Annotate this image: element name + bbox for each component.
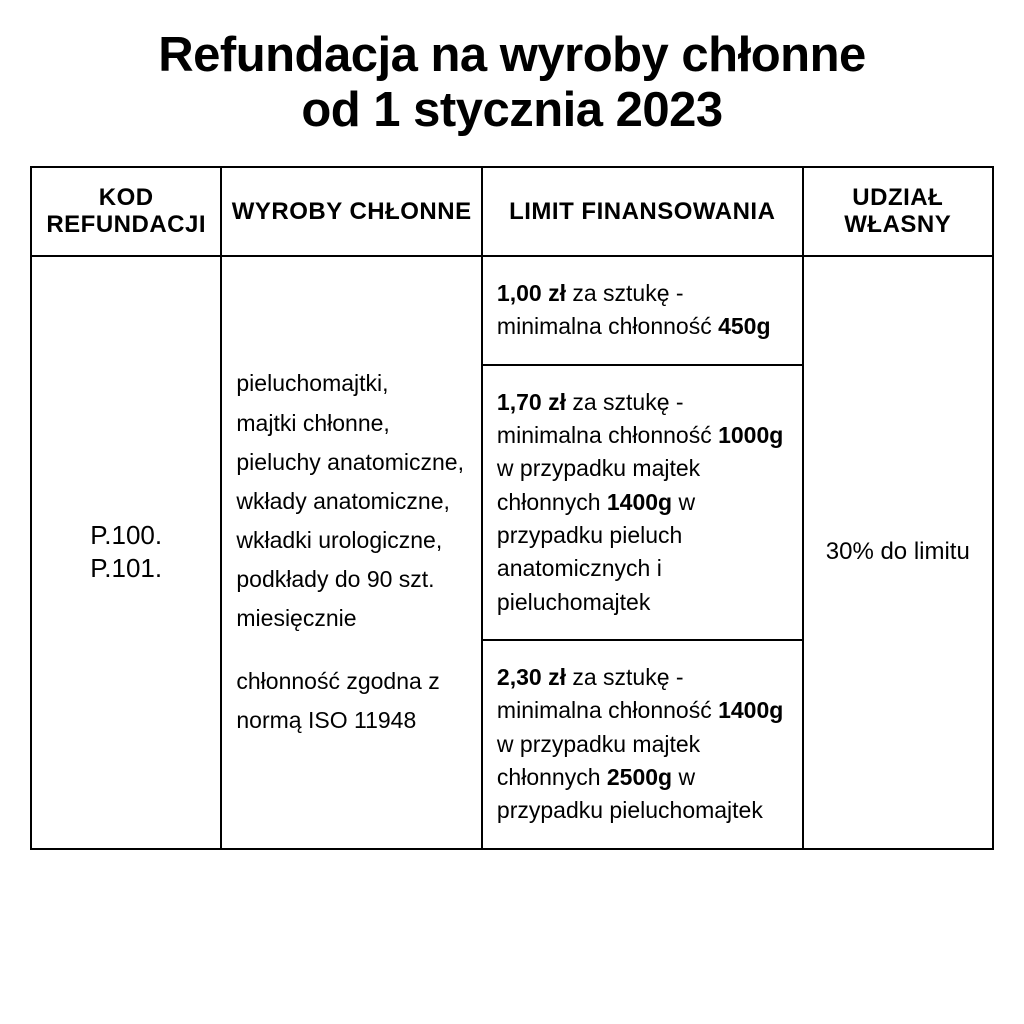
limit-absorb: 1400g (718, 697, 783, 723)
refund-table: KOD REFUNDACJI WYROBY CHŁONNE LIMIT FINA… (30, 166, 994, 850)
code-line-2: P.101. (90, 553, 162, 583)
limit-absorb: 1400g (607, 489, 672, 515)
limit-absorb: 450g (718, 313, 770, 339)
cell-limit-1: 1,00 zł za sztukę - minimalna chłonność … (482, 256, 803, 365)
page: Refundacja na wyroby chłonne od 1 styczn… (0, 0, 1024, 880)
col-header-own: UDZIAŁ WŁASNY (803, 167, 993, 256)
code-line-1: P.100. (90, 520, 162, 550)
title-line-2: od 1 stycznia 2023 (301, 83, 722, 137)
limit-price: 2,30 zł (497, 664, 566, 690)
product-line: podkłady do 90 szt. (236, 560, 467, 599)
limit-price: 1,00 zł (497, 280, 566, 306)
product-line: majtki chłonne, (236, 404, 467, 443)
limit-price: 1,70 zł (497, 389, 566, 415)
cell-limit-3: 2,30 zł za sztukę - minimalna chłonność … (482, 640, 803, 849)
product-line: pieluchomajtki, (236, 364, 467, 403)
table-header-row: KOD REFUNDACJI WYROBY CHŁONNE LIMIT FINA… (31, 167, 993, 256)
limit-absorb: 2500g (607, 764, 672, 790)
limit-absorb: 1000g (718, 422, 783, 448)
product-line: wkłady anatomiczne, (236, 482, 467, 521)
cell-limit-2: 1,70 zł za sztukę - minimalna chłonność … (482, 365, 803, 640)
spacer (236, 638, 467, 662)
product-line: wkładki urologiczne, (236, 521, 467, 560)
col-header-products: WYROBY CHŁONNE (221, 167, 482, 256)
product-line: normą ISO 11948 (236, 701, 467, 740)
table-row: P.100. P.101. pieluchomajtki, majtki chł… (31, 256, 993, 365)
cell-code: P.100. P.101. (31, 256, 221, 849)
cell-own-share: 30% do limitu (803, 256, 993, 849)
col-header-code: KOD REFUNDACJI (31, 167, 221, 256)
page-title: Refundacja na wyroby chłonne od 1 styczn… (30, 28, 994, 138)
product-line: chłonność zgodna z (236, 662, 467, 701)
product-line: pieluchy anatomiczne, (236, 443, 467, 482)
title-line-1: Refundacja na wyroby chłonne (158, 28, 866, 82)
col-header-limit: LIMIT FINANSOWANIA (482, 167, 803, 256)
product-line: miesięcznie (236, 599, 467, 638)
cell-products: pieluchomajtki, majtki chłonne, pieluchy… (221, 256, 482, 849)
